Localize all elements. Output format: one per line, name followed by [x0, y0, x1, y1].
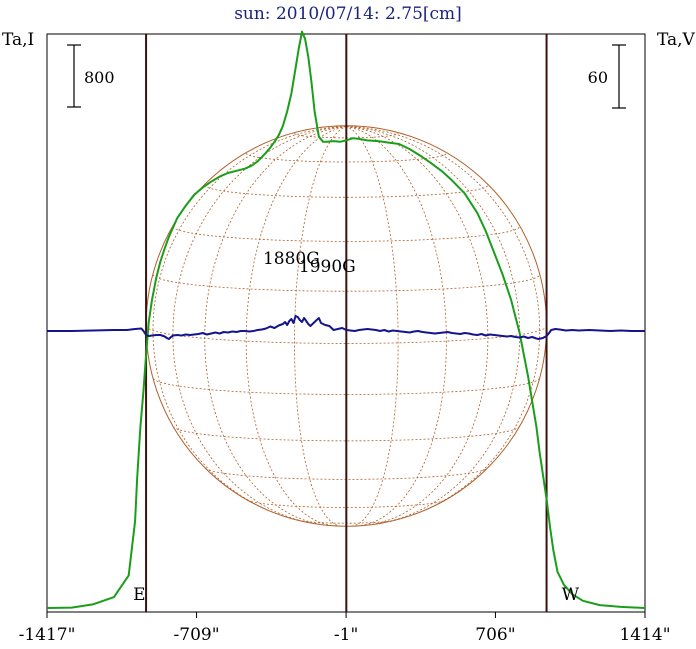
sun-grid-longitude — [346, 126, 541, 515]
right-scale-value: 60 — [588, 68, 608, 87]
x-tick-label: 1414" — [619, 625, 670, 645]
left-axis-label: Ta,I — [2, 30, 34, 50]
x-tick-label: 706" — [475, 625, 515, 645]
x-tick-label: -709" — [174, 625, 220, 645]
sun-grid-latitude — [204, 184, 489, 198]
x-axis-ticks: -1417" -709" -1" 706" 1414" — [19, 612, 671, 645]
sun-grid-longitude — [346, 126, 447, 527]
right-axis-label: Ta,V — [657, 30, 696, 50]
sun-grid-longitude — [346, 126, 521, 524]
chart-title: sun: 2010/07/14: 2.75[cm] — [234, 4, 462, 24]
x-tick-label: -1" — [334, 625, 358, 645]
left-scale-value: 800 — [84, 68, 115, 87]
polarization-line — [47, 315, 645, 340]
sun-grid-longitude — [204, 126, 347, 526]
sun-grid-longitude — [152, 126, 347, 515]
sun-grid-longitude — [294, 126, 347, 527]
x-tick-label: -1417" — [19, 625, 76, 645]
right-scale-bar — [612, 44, 626, 109]
intensity-line — [46, 30, 646, 609]
region-field-annotation: 1990G — [299, 257, 356, 277]
sun-grid-longitude — [346, 126, 399, 527]
sun-grid-longitude — [172, 126, 347, 524]
sun-grid-longitude — [346, 126, 489, 526]
limb-lines — [145, 34, 548, 612]
region-field-annotation: 1880G — [263, 249, 320, 269]
sun-grid-longitude — [245, 126, 347, 527]
left-scale-bar — [67, 44, 81, 108]
sun-grid-latitude — [247, 499, 446, 508]
series-layer — [46, 30, 646, 609]
east-limb-label: E — [133, 585, 145, 605]
west-limb-label: W — [562, 585, 580, 605]
